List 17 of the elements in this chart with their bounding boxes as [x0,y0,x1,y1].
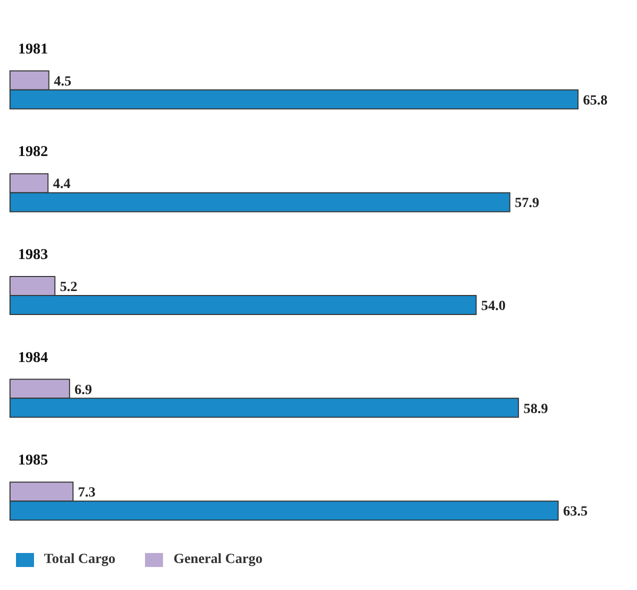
data-label: 54.0 [481,298,506,314]
y-tick-label: 1983 [18,247,48,263]
data-label: 58.9 [523,402,548,417]
y-tick-label: 1984 [18,350,48,366]
data-label: 63.5 [563,504,588,520]
legend-label: General Cargo [172,552,262,568]
data-label: 4.5 [54,74,72,90]
legend-label: Total Cargo [43,552,116,568]
data-label: 57.9 [514,196,540,212]
y-tick-label: 1985 [18,452,48,469]
y-tick-label: 1982 [18,144,48,160]
data-label: 4.4 [52,177,70,192]
y-tick-label: 1981 [18,41,48,58]
data-label: 65.8 [583,93,608,108]
data-label: 5.2 [60,280,78,295]
data-label: 7.3 [78,486,96,501]
data-label: 6.9 [74,382,92,398]
